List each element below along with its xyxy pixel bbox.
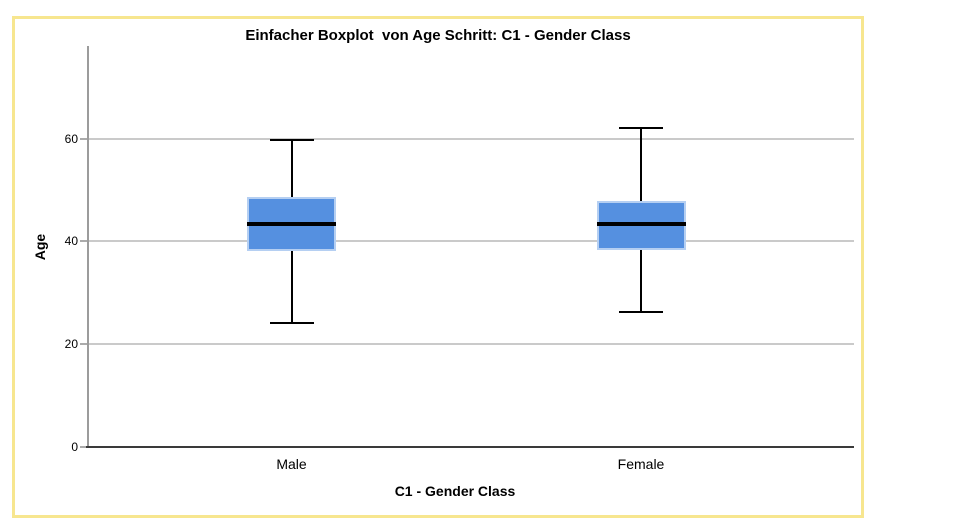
whisker-cap-min	[619, 310, 663, 313]
whisker-cap-max	[269, 138, 314, 141]
gridline	[89, 137, 854, 140]
x-category-label: Female	[617, 456, 665, 472]
gridline	[89, 343, 854, 346]
chart-title: Einfacher Boxplot von Age Schritt: C1 - …	[245, 27, 631, 44]
y-tick-label: 0	[71, 440, 78, 454]
median-line	[247, 222, 336, 227]
y-tick-label: 60	[64, 131, 78, 146]
whisker-cap-max	[619, 126, 663, 129]
whisker-cap-min	[269, 321, 314, 324]
chart-frame-border	[12, 16, 864, 518]
y-tick-mark	[80, 137, 87, 140]
y-tick-mark	[80, 343, 87, 346]
y-tick-mark	[80, 240, 87, 243]
median-line	[596, 222, 686, 227]
y-tick-label: 20	[64, 337, 78, 352]
y-axis-line	[87, 46, 89, 447]
x-axis-title: C1 - Gender Class	[394, 483, 516, 499]
x-category-label: Male	[276, 456, 307, 472]
x-axis-line	[86, 446, 854, 448]
plot-area: 0 20 40 60 Male Female	[65, 46, 854, 472]
gridline	[89, 240, 854, 243]
y-tick-label: 40	[64, 234, 78, 249]
y-tick-mark	[80, 446, 87, 448]
